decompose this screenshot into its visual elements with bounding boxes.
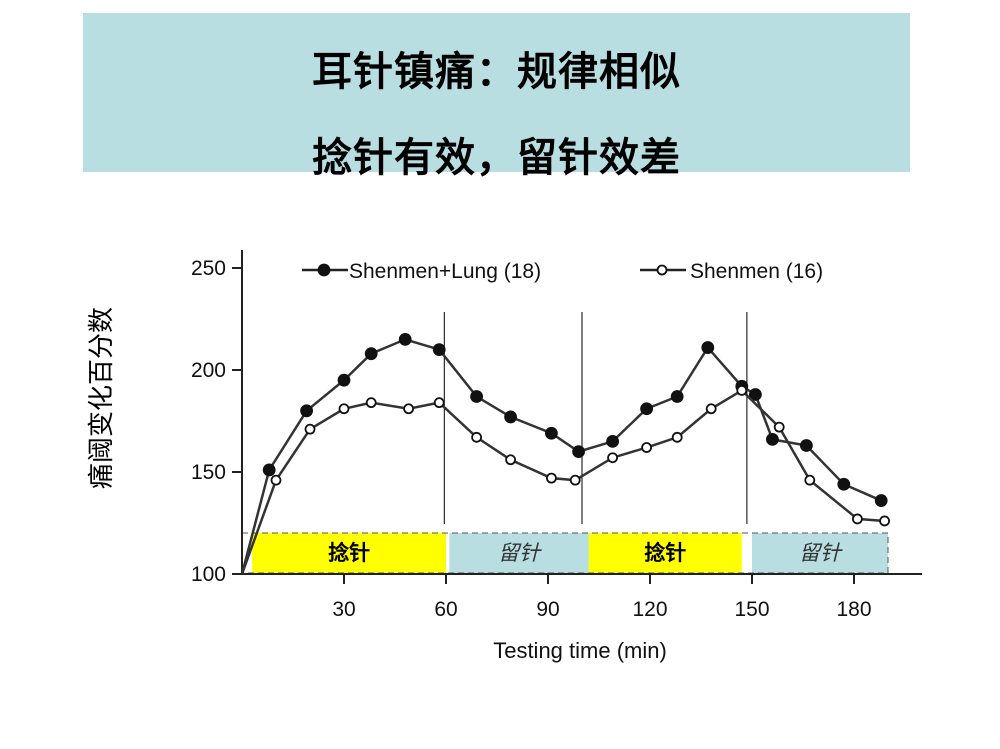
phase-band-twirl [588, 533, 742, 573]
data-point-open [338, 403, 350, 415]
data-point-open [736, 384, 748, 396]
data-point-filled [766, 432, 779, 446]
data-point-filled [606, 434, 619, 448]
data-point-filled [874, 494, 888, 507]
data-point-filled [572, 445, 585, 459]
y-tick-label: 150 [191, 461, 226, 484]
data-point-filled [545, 426, 558, 440]
data-point-open [270, 474, 282, 486]
data-point-filled [800, 439, 813, 452]
data-point-filled [300, 404, 314, 418]
phase-band-twirl [252, 533, 446, 573]
data-point-open [433, 397, 445, 409]
data-point-filled [670, 390, 684, 403]
x-tick-label: 90 [536, 598, 559, 621]
legend-label: Shenmen+Lung (18) [349, 260, 541, 283]
legend-marker-open [656, 264, 668, 276]
data-point-open [607, 452, 618, 464]
data-point-open [304, 423, 316, 435]
y-tick-label: 250 [191, 257, 226, 280]
data-point-filled [701, 341, 715, 354]
legend-label: Shenmen (16) [690, 260, 823, 283]
axes: 100 150 200 250 30 60 90 120 150 180 [191, 250, 922, 621]
data-point-open [641, 442, 652, 453]
series [240, 332, 890, 575]
data-point-open [403, 403, 415, 415]
y-tick-label: 100 [191, 563, 226, 586]
data-point-filled [749, 388, 762, 401]
x-tick-label: 180 [836, 598, 871, 621]
data-point-open [671, 431, 683, 443]
x-tick-label: 120 [632, 598, 667, 621]
phase-label: 留针 [799, 541, 843, 565]
x-tick-label: 150 [734, 598, 769, 621]
phase-label: 捻针 [644, 541, 686, 565]
data-point-open [773, 421, 785, 433]
x-axis-title: Testing time (min) [493, 638, 667, 663]
y-tick-label: 200 [191, 359, 226, 382]
data-point-open [365, 397, 377, 409]
x-tick-label: 60 [434, 598, 457, 621]
x-tick-label: 30 [332, 598, 355, 621]
data-point-filled [432, 343, 446, 357]
slide-title-line-1: 耳针镇痛：规律相似 [312, 49, 681, 95]
data-point-open [852, 513, 863, 525]
phase-bands: 捻针 留针 捻针 留针 [241, 532, 889, 574]
data-point-filled [364, 347, 378, 361]
data-point-filled [470, 390, 484, 403]
data-point-filled [398, 332, 412, 346]
data-point-filled [640, 402, 653, 416]
data-point-open [804, 474, 816, 486]
data-point-open [879, 515, 890, 527]
legend: Shenmen+Lung (18) Shenmen (16) [302, 260, 823, 283]
data-point-filled [837, 477, 851, 491]
slide-title-line-2: 捻针有效，留针效差 [312, 135, 681, 181]
phase-label: 留针 [498, 541, 542, 565]
data-point-open [505, 454, 517, 466]
phase-band-retain [449, 533, 589, 573]
data-point-filled [262, 463, 276, 477]
data-point-filled [337, 373, 351, 387]
data-point-open [471, 431, 483, 443]
data-point-open [569, 474, 581, 486]
data-point-open [705, 403, 717, 415]
data-point-filled [504, 410, 518, 424]
title-banner: 耳针镇痛：规律相似 捻针有效，留针效差 [83, 13, 910, 181]
y-axis-title: 痛阈变化百分数 [87, 307, 117, 489]
phase-band-retain [752, 533, 888, 573]
phase-label: 捻针 [328, 541, 370, 565]
data-point-open [546, 472, 557, 484]
legend-marker-filled [317, 263, 331, 277]
